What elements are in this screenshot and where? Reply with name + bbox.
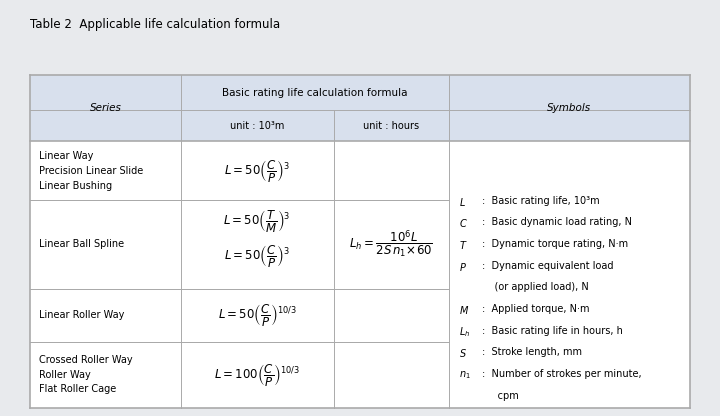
Text: unit : 10³m: unit : 10³m (230, 121, 284, 131)
Bar (449, 75, 690, 141)
Text: :  Basic dynamic load rating, N: : Basic dynamic load rating, N (482, 218, 632, 228)
Text: :  Basic rating life, 10³m: : Basic rating life, 10³m (482, 196, 600, 206)
Text: $L_h = \dfrac{10^6 L}{2S\,n_1\!\times\!60}$: $L_h = \dfrac{10^6 L}{2S\,n_1\!\times\!6… (349, 229, 433, 260)
Text: :  Applied torque, N·m: : Applied torque, N·m (482, 304, 590, 314)
Text: unit : hours: unit : hours (364, 121, 419, 131)
Text: $L = 50\left(\dfrac{C}{P}\right)^3$: $L = 50\left(\dfrac{C}{P}\right)^3$ (225, 158, 290, 184)
Text: Linear Roller Way: Linear Roller Way (39, 310, 125, 320)
Text: Linear Way
Precision Linear Slide
Linear Bushing: Linear Way Precision Linear Slide Linear… (39, 151, 143, 191)
Text: $S$: $S$ (459, 347, 467, 359)
Text: Linear Ball Spline: Linear Ball Spline (39, 239, 124, 249)
Bar (181, 75, 449, 141)
Text: Table 2  Applicable life calculation formula: Table 2 Applicable life calculation form… (30, 18, 280, 31)
Text: Crossed Roller Way
Roller Way
Flat Roller Cage: Crossed Roller Way Roller Way Flat Rolle… (39, 355, 132, 394)
Text: $C$: $C$ (459, 218, 468, 230)
Bar (30, 75, 690, 408)
Text: cpm: cpm (482, 391, 519, 401)
Text: Symbols: Symbols (547, 103, 591, 113)
Text: $L$: $L$ (459, 196, 466, 208)
Text: $n_1$: $n_1$ (459, 369, 471, 381)
Text: Series: Series (89, 103, 122, 113)
Text: $T$: $T$ (459, 239, 468, 251)
Bar (30, 75, 181, 141)
Text: :  Stroke length, mm: : Stroke length, mm (482, 347, 582, 357)
Text: $L_h$: $L_h$ (459, 326, 470, 339)
Text: :  Dynamic torque rating, N·m: : Dynamic torque rating, N·m (482, 239, 629, 249)
Text: $L = 50\left(\dfrac{C}{P}\right)^3$: $L = 50\left(\dfrac{C}{P}\right)^3$ (225, 243, 290, 269)
Text: $M$: $M$ (459, 304, 469, 316)
Text: $P$: $P$ (459, 261, 467, 273)
Text: :  Dynamic equivalent load: : Dynamic equivalent load (482, 261, 613, 271)
Text: $L = 50\left(\dfrac{T}{M}\right)^3$: $L = 50\left(\dfrac{T}{M}\right)^3$ (223, 208, 291, 234)
Text: (or applied load), N: (or applied load), N (482, 282, 589, 292)
Text: Basic rating life calculation formula: Basic rating life calculation formula (222, 87, 408, 98)
Text: :  Number of strokes per minute,: : Number of strokes per minute, (482, 369, 642, 379)
Text: $L = 50\left(\dfrac{C}{P}\right)^{10/3}$: $L = 50\left(\dfrac{C}{P}\right)^{10/3}$ (217, 302, 297, 328)
Text: $L = 100\left(\dfrac{C}{P}\right)^{10/3}$: $L = 100\left(\dfrac{C}{P}\right)^{10/3}… (214, 362, 300, 388)
Text: :  Basic rating life in hours, h: : Basic rating life in hours, h (482, 326, 623, 336)
